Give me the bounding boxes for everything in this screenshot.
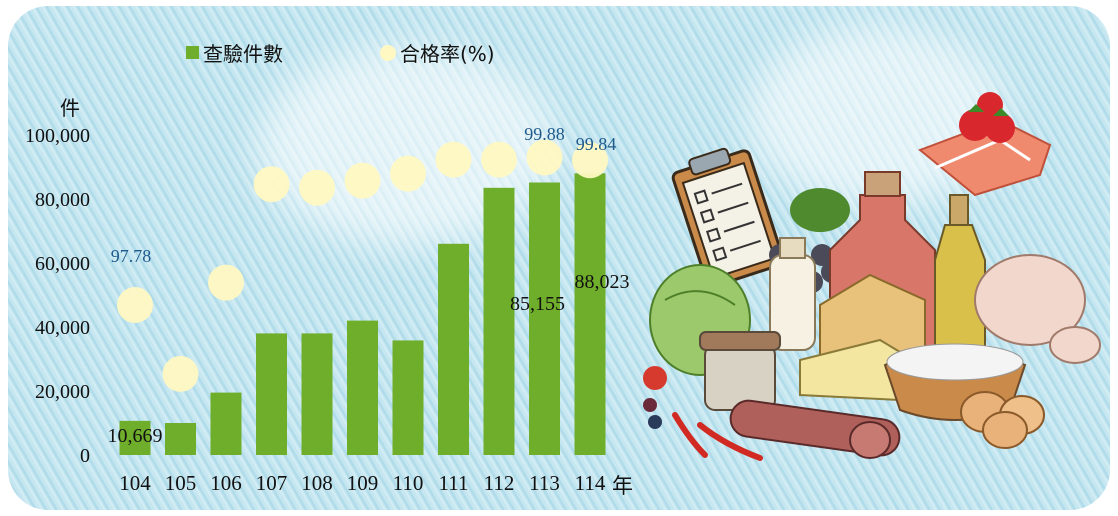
y-tick-label: 20,000 — [35, 381, 90, 403]
bar — [529, 182, 560, 455]
y-tick-label: 40,000 — [35, 317, 90, 339]
clipboard-icon — [671, 147, 785, 289]
bar — [256, 333, 287, 455]
milk-bottle-icon — [769, 237, 816, 351]
bar — [119, 420, 151, 455]
bar-value-label: 88,023 — [575, 271, 630, 293]
y-tick-label: 60,000 — [35, 253, 90, 275]
oil-bottle-icon — [934, 194, 986, 351]
x-tick-label: 107 — [256, 471, 288, 495]
bar-value-label: 85,155 — [510, 293, 565, 315]
bar — [165, 423, 196, 455]
eggs-icon — [960, 391, 1045, 449]
legend-inspections: 查驗件數 — [186, 38, 283, 67]
x-tick-label: 108 — [301, 471, 333, 495]
y-tick-label: 100,000 — [25, 125, 90, 147]
bar — [347, 320, 378, 455]
pass-rate-dot — [162, 355, 199, 392]
bar — [438, 243, 469, 455]
bar — [574, 173, 606, 455]
pass-rate-dot — [344, 162, 381, 199]
pass-rate-dot — [208, 264, 244, 301]
pepper-tomato-icon — [643, 366, 763, 461]
x-tick-label: 111 — [439, 471, 469, 495]
y-tick-label: 80,000 — [35, 189, 90, 211]
y-axis-unit: 件 — [60, 96, 80, 120]
pass-rate-dot — [435, 141, 472, 178]
legend-pass-rate: 合格率(%) — [380, 38, 495, 67]
x-axis-unit: 年 — [612, 474, 633, 498]
x-tick-label: 105 — [165, 471, 197, 495]
sausage-icon — [729, 399, 901, 459]
bar — [210, 392, 242, 455]
pass-rate-dot — [526, 139, 563, 176]
bar-value-label: 10,669 — [108, 425, 163, 447]
x-tick-label: 113 — [529, 471, 560, 495]
pass-rate-label: 99.88 — [524, 124, 565, 144]
pass-rate-dot — [390, 155, 426, 192]
x-tick-label: 112 — [484, 471, 515, 495]
pass-rate-dot — [481, 141, 517, 178]
pass-rate-label: 97.78 — [111, 246, 152, 266]
x-tick-label: 114 — [575, 471, 606, 495]
legend-inspections-label: 查驗件數 — [203, 42, 283, 66]
jar-icon — [699, 331, 781, 411]
legend-bar-swatch — [186, 46, 199, 59]
x-tick-label: 104 — [119, 471, 151, 495]
pass-rate-dot — [253, 166, 290, 203]
rice-bowl-icon — [883, 343, 1027, 421]
x-tick-label: 109 — [347, 471, 379, 495]
bar — [301, 333, 333, 455]
hand-strawberry-icon — [918, 92, 1052, 197]
pass-rate-dot — [117, 287, 153, 324]
pass-rate-dot — [572, 142, 608, 179]
bar — [392, 340, 424, 455]
bar — [483, 187, 515, 456]
x-tick-label: 106 — [210, 471, 242, 495]
chicken-icon — [974, 254, 1101, 364]
pass-rate-label: 99.84 — [576, 134, 617, 154]
y-tick-label: 0 — [80, 445, 90, 467]
pass-rate-dot — [299, 169, 335, 206]
legend-dot-swatch — [380, 44, 396, 61]
x-tick-label: 110 — [393, 471, 424, 495]
legend-pass-rate-label: 合格率(%) — [400, 42, 495, 66]
